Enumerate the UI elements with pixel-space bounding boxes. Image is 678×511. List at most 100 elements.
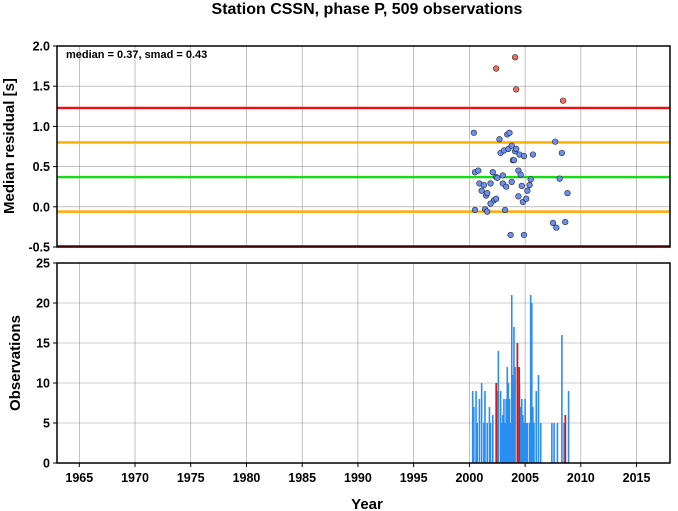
- residual-point: [493, 195, 500, 202]
- observation-bar: [524, 399, 526, 463]
- observations-grid: [57, 262, 670, 464]
- observation-bar: [491, 415, 494, 463]
- observation-bar: [539, 423, 542, 463]
- observation-bar: [563, 423, 565, 463]
- residual-point: [517, 171, 524, 178]
- observation-bar: [522, 415, 524, 463]
- residual-point: [527, 176, 534, 183]
- residual-y-ticks: 2.0 1.5 1.0 0.5 0.0 -0.5: [28, 40, 57, 255]
- observations-y-axis-label: Observations: [7, 315, 24, 411]
- y-tick-label: 0.5: [33, 160, 50, 174]
- observation-bar: [518, 367, 520, 463]
- observation-bar: [532, 407, 534, 463]
- residual-point: [529, 151, 537, 158]
- observation-bar: [483, 423, 485, 463]
- observation-bar: [537, 375, 540, 463]
- residual-point: [520, 231, 528, 239]
- observation-bar: [561, 335, 563, 463]
- observation-bar: [502, 415, 504, 463]
- observation-bar: [484, 391, 486, 463]
- observation-bar: [551, 423, 553, 463]
- year-x-ticks: 1965 1970 1975 1980 1985 1990 1995 2000 2005 2010…: [65, 463, 651, 485]
- residual-points: [470, 54, 571, 239]
- residual-point: [503, 183, 510, 190]
- residual-point: [564, 190, 571, 197]
- observation-bar: [505, 399, 507, 463]
- residual-point: [475, 167, 482, 174]
- observation-bar: [509, 423, 512, 463]
- observation-bar: [506, 367, 509, 463]
- x-tick-label: 1990: [344, 471, 372, 485]
- y-tick-label: 15: [36, 337, 50, 351]
- residual-point: [506, 129, 513, 136]
- residual-point: [508, 142, 515, 149]
- observation-bar: [500, 423, 503, 463]
- y-tick-label: 2.0: [33, 40, 50, 54]
- residual-point: [508, 178, 515, 185]
- residual-point: [470, 129, 477, 136]
- observation-bar: [520, 399, 523, 463]
- residual-point: [501, 206, 509, 214]
- residual-point: [487, 180, 494, 187]
- x-tick-label: 2010: [567, 471, 595, 485]
- residual-point: [493, 65, 500, 72]
- residual-point: [484, 208, 491, 215]
- residual-point: [549, 219, 557, 226]
- observation-bar: [513, 423, 515, 463]
- observation-bar: [564, 415, 567, 463]
- residual-point: [487, 200, 494, 207]
- residual-point: [520, 153, 528, 160]
- y-tick-label: 1.5: [33, 80, 50, 94]
- residual-point: [518, 182, 525, 189]
- residual-y-axis-label: Median residual [s]: [1, 78, 18, 214]
- residual-point: [510, 157, 518, 164]
- residual-panel: 2.0 1.5 1.0 0.5 0.0 -0.5 median = 0.37, smad …: [1, 40, 671, 255]
- y-tick-label: -0.5: [28, 241, 50, 255]
- observation-bar: [513, 327, 515, 463]
- residual-point: [471, 206, 479, 214]
- residual-point: [559, 97, 567, 104]
- observations-plot-frame: [56, 262, 671, 464]
- residual-grid: [57, 45, 670, 248]
- observation-bar: [504, 423, 506, 463]
- chart-title: Station CSSN, phase P, 509 observations: [212, 1, 523, 18]
- x-tick-label: 1995: [400, 471, 428, 485]
- x-tick-label: 2005: [511, 471, 539, 485]
- x-tick-label: 1970: [121, 471, 149, 485]
- y-tick-label: 20: [36, 297, 50, 311]
- residual-point: [562, 218, 569, 226]
- observation-bar: [495, 383, 498, 463]
- residual-point: [523, 195, 530, 202]
- observation-bar: [473, 407, 475, 463]
- residual-plot-frame: [56, 45, 671, 248]
- observation-bar: [519, 407, 522, 463]
- x-tick-label: 2015: [623, 471, 651, 485]
- observation-bar: [528, 423, 531, 463]
- x-tick-label: 1975: [177, 471, 205, 485]
- y-tick-label: 0.0: [33, 200, 50, 214]
- residual-point: [489, 169, 496, 176]
- residual-point: [507, 231, 514, 239]
- y-tick-label: 10: [36, 377, 50, 391]
- observation-bar: [499, 391, 502, 463]
- observation-bar: [508, 399, 511, 463]
- observation-bar: [489, 423, 492, 463]
- x-tick-label: 1985: [288, 471, 316, 485]
- observation-bar: [480, 383, 483, 463]
- residual-point: [480, 181, 487, 189]
- observation-bar: [530, 303, 533, 463]
- observation-bar: [526, 423, 529, 463]
- residual-point: [556, 175, 563, 182]
- observation-bar: [496, 391, 499, 463]
- observation-bar: [475, 391, 477, 463]
- observation-bar: [503, 399, 505, 463]
- observation-bar: [512, 375, 514, 463]
- observation-bar: [533, 423, 535, 463]
- stats-annotation: median = 0.37, smad = 0.43: [66, 49, 207, 61]
- observations-y-ticks: 25 20 15 10 5 0: [36, 257, 57, 471]
- residual-point: [496, 136, 503, 143]
- observation-bar: [476, 423, 478, 463]
- residual-point: [513, 86, 520, 93]
- x-tick-label: 1980: [233, 471, 261, 485]
